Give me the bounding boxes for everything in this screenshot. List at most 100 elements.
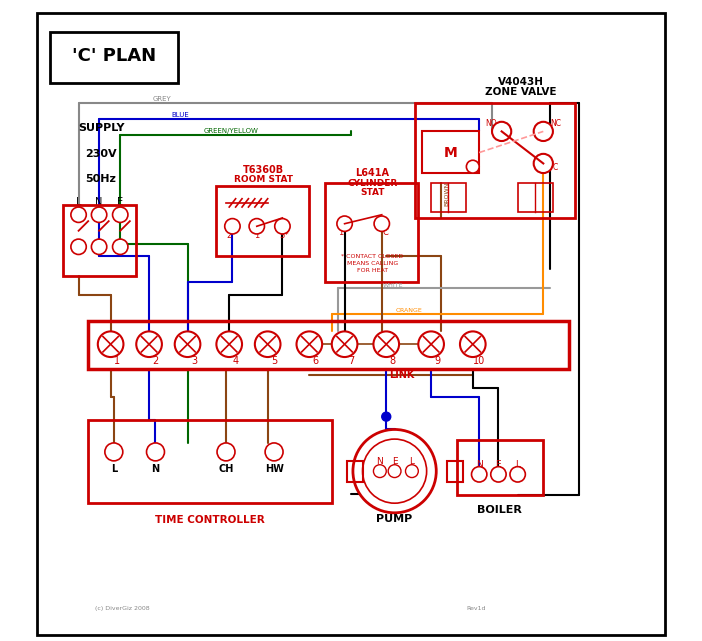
Bar bbox=[325, 183, 418, 282]
Bar bbox=[421, 131, 479, 173]
Text: TIME CONTROLLER: TIME CONTROLLER bbox=[155, 515, 265, 526]
Bar bbox=[62, 205, 136, 276]
Text: BOILER: BOILER bbox=[477, 504, 522, 515]
Text: 3: 3 bbox=[191, 356, 197, 366]
Bar bbox=[447, 461, 463, 482]
Circle shape bbox=[71, 239, 86, 254]
Circle shape bbox=[374, 216, 390, 231]
Text: 2: 2 bbox=[227, 231, 232, 240]
Text: 1*: 1* bbox=[338, 228, 347, 237]
Bar bbox=[216, 186, 310, 256]
Text: * CONTACT CLOSED: * CONTACT CLOSED bbox=[341, 254, 403, 259]
Text: ROOM STAT: ROOM STAT bbox=[234, 175, 293, 184]
Circle shape bbox=[466, 160, 479, 173]
Bar bbox=[431, 183, 466, 212]
Text: NC: NC bbox=[550, 119, 562, 128]
Circle shape bbox=[492, 122, 511, 141]
Text: STAT: STAT bbox=[360, 188, 385, 197]
Text: ORANGE: ORANGE bbox=[396, 308, 423, 313]
Text: L: L bbox=[409, 457, 414, 466]
Text: N: N bbox=[95, 197, 102, 207]
Text: L: L bbox=[76, 197, 81, 207]
Bar bbox=[347, 461, 362, 482]
Text: 5: 5 bbox=[271, 356, 277, 366]
Circle shape bbox=[136, 331, 162, 357]
Circle shape bbox=[460, 331, 486, 357]
Text: NO: NO bbox=[485, 119, 496, 128]
Text: ZONE VALVE: ZONE VALVE bbox=[485, 87, 557, 97]
Circle shape bbox=[249, 219, 265, 234]
Text: 50Hz: 50Hz bbox=[86, 174, 117, 185]
Circle shape bbox=[388, 465, 401, 478]
Text: CYLINDER: CYLINDER bbox=[347, 179, 397, 188]
Circle shape bbox=[373, 331, 399, 357]
Circle shape bbox=[406, 465, 418, 478]
Text: LINK: LINK bbox=[390, 370, 415, 380]
Text: 'C' PLAN: 'C' PLAN bbox=[72, 47, 156, 65]
Circle shape bbox=[534, 122, 553, 141]
Text: (c) DiverGiz 2008: (c) DiverGiz 2008 bbox=[95, 606, 150, 612]
Bar bbox=[88, 420, 332, 503]
Text: 10: 10 bbox=[473, 356, 485, 366]
Bar bbox=[88, 320, 569, 369]
Text: PUMP: PUMP bbox=[376, 514, 413, 524]
Circle shape bbox=[510, 467, 525, 482]
Circle shape bbox=[472, 467, 487, 482]
Bar bbox=[50, 32, 178, 83]
Text: V4043H: V4043H bbox=[498, 77, 544, 87]
Text: 230V: 230V bbox=[85, 149, 117, 159]
Circle shape bbox=[491, 467, 506, 482]
Text: L641A: L641A bbox=[355, 168, 389, 178]
Bar bbox=[415, 103, 576, 218]
Circle shape bbox=[534, 154, 553, 173]
Text: L: L bbox=[111, 464, 117, 474]
Circle shape bbox=[274, 219, 290, 234]
Circle shape bbox=[71, 207, 86, 222]
Circle shape bbox=[216, 331, 242, 357]
Text: M: M bbox=[444, 146, 457, 160]
Circle shape bbox=[373, 465, 386, 478]
Circle shape bbox=[265, 443, 283, 461]
Bar bbox=[517, 183, 553, 212]
Text: FOR HEAT: FOR HEAT bbox=[357, 268, 388, 273]
Text: Rev1d: Rev1d bbox=[466, 606, 486, 612]
Text: 9: 9 bbox=[435, 356, 441, 366]
Text: 6: 6 bbox=[312, 356, 319, 366]
Circle shape bbox=[382, 412, 391, 421]
Circle shape bbox=[332, 331, 357, 357]
Circle shape bbox=[337, 216, 352, 231]
Text: 7: 7 bbox=[348, 356, 354, 366]
Text: GREEN/YELLOW: GREEN/YELLOW bbox=[204, 128, 258, 134]
Circle shape bbox=[91, 239, 107, 254]
Circle shape bbox=[98, 331, 124, 357]
Text: 3*: 3* bbox=[279, 231, 289, 240]
Bar bbox=[457, 440, 543, 495]
Circle shape bbox=[91, 207, 107, 222]
Text: 8: 8 bbox=[390, 356, 396, 366]
Text: E: E bbox=[496, 460, 501, 469]
Text: L: L bbox=[515, 460, 520, 469]
Text: BROWN: BROWN bbox=[444, 182, 449, 206]
Text: |: | bbox=[478, 162, 481, 171]
Circle shape bbox=[296, 331, 322, 357]
Text: HW: HW bbox=[265, 464, 284, 474]
Circle shape bbox=[112, 239, 128, 254]
Circle shape bbox=[147, 443, 164, 461]
Text: E: E bbox=[392, 457, 397, 466]
Text: N: N bbox=[376, 457, 383, 466]
Text: SUPPLY: SUPPLY bbox=[78, 123, 124, 133]
Circle shape bbox=[225, 219, 240, 234]
Text: GREY: GREY bbox=[152, 96, 171, 102]
Circle shape bbox=[353, 429, 436, 513]
Text: N: N bbox=[152, 464, 159, 474]
Text: C: C bbox=[382, 228, 388, 237]
Text: 1: 1 bbox=[114, 356, 120, 366]
Text: CH: CH bbox=[218, 464, 234, 474]
Circle shape bbox=[418, 331, 444, 357]
Text: BLUE: BLUE bbox=[171, 112, 190, 118]
Text: E: E bbox=[117, 197, 124, 207]
Circle shape bbox=[362, 439, 427, 503]
Circle shape bbox=[255, 331, 281, 357]
Circle shape bbox=[112, 207, 128, 222]
Text: 2: 2 bbox=[152, 356, 159, 366]
